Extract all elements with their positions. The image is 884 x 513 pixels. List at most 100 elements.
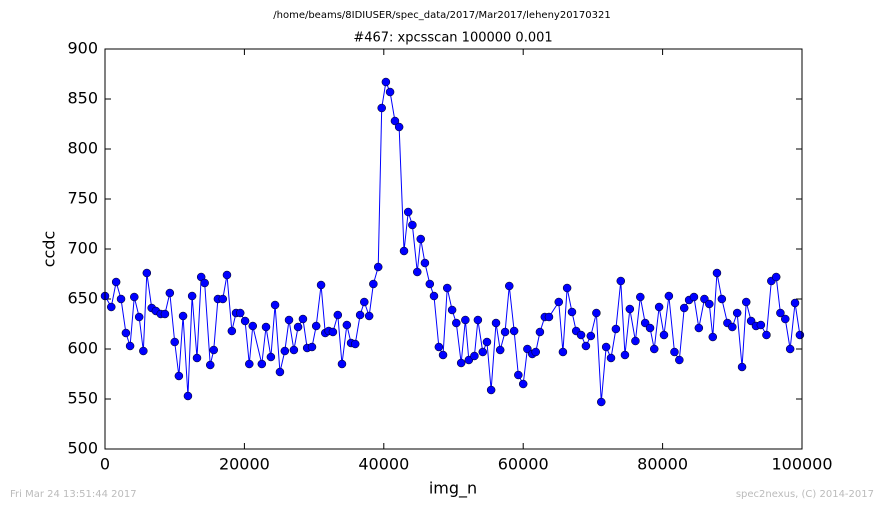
data-point — [620, 350, 630, 360]
data-point — [200, 278, 209, 288]
data-point — [235, 308, 245, 318]
data-point — [293, 322, 303, 332]
data-point — [514, 370, 523, 380]
data-point — [592, 308, 601, 318]
y-tick-label: 550 — [67, 389, 98, 408]
data-point — [394, 122, 404, 132]
data-point — [183, 391, 193, 401]
data-point — [107, 302, 116, 312]
data-point — [385, 87, 395, 97]
data-point — [741, 297, 751, 307]
data-point — [737, 362, 747, 372]
data-point — [307, 342, 317, 352]
data-point — [266, 352, 276, 362]
data-point — [576, 330, 586, 340]
footer-date: Fri Mar 24 13:51:44 2017 — [10, 489, 137, 500]
data-point — [438, 350, 448, 360]
data-point — [473, 315, 483, 325]
data-point — [399, 246, 409, 256]
data-point — [311, 321, 321, 331]
data-point — [111, 277, 121, 287]
data-point — [505, 281, 514, 291]
data-point — [581, 341, 591, 351]
data-point — [245, 359, 254, 369]
data-point — [586, 331, 596, 341]
data-point — [509, 326, 519, 336]
footer-credit: spec2nexus, (C) 2014-2017 — [736, 489, 874, 500]
y-tick-label: 850 — [67, 89, 98, 108]
y-tick-label: 600 — [67, 339, 98, 358]
data-point — [554, 297, 563, 307]
data-point — [165, 288, 175, 298]
data-point — [209, 345, 218, 355]
y-tick-label: 650 — [67, 289, 98, 308]
data-point — [558, 347, 568, 357]
plot-frame — [104, 48, 803, 450]
data-point — [275, 367, 285, 377]
data-point — [142, 268, 152, 278]
data-point — [408, 220, 417, 230]
data-point — [452, 318, 461, 328]
data-point — [425, 279, 435, 289]
data-point — [535, 327, 545, 337]
x-tick-label: 100000 — [771, 455, 832, 474]
data-point — [771, 272, 781, 282]
data-point — [611, 324, 621, 334]
data-point — [795, 330, 805, 340]
data-point — [134, 312, 144, 322]
data-point — [227, 326, 237, 336]
data-point — [160, 309, 170, 319]
data-point — [756, 320, 766, 330]
data-point — [270, 300, 280, 310]
suptitle: /home/beams/8IDIUSER/spec_data/2017/Mar2… — [273, 10, 610, 21]
data-point — [130, 292, 139, 302]
data-point — [732, 308, 742, 318]
data-point — [413, 267, 422, 277]
data-point — [355, 310, 365, 320]
data-point — [261, 322, 271, 332]
data-point — [342, 320, 352, 330]
data-point — [601, 342, 611, 352]
x-tick-label: 60000 — [498, 455, 549, 474]
data-point — [717, 294, 727, 304]
data-point — [447, 305, 457, 315]
plot: 0 20000 40000 60000 80000 100000 500 550 600 650 7… — [67, 39, 832, 474]
data-point — [377, 103, 386, 113]
data-point — [675, 355, 684, 365]
data-point — [205, 360, 215, 370]
data-point — [689, 292, 699, 302]
data-point — [174, 371, 184, 381]
data-point — [364, 311, 374, 321]
data-point — [694, 323, 704, 333]
y-tick-label: 500 — [67, 439, 98, 458]
y-tick-label: 750 — [67, 189, 98, 208]
chart-title: #467: xpcsscan 100000 0.001 — [353, 31, 552, 46]
x-tick-label: 40000 — [358, 455, 409, 474]
data-point — [328, 327, 338, 337]
data-point — [531, 347, 540, 357]
data-point — [597, 397, 606, 407]
data-point — [478, 347, 488, 357]
data-point — [257, 359, 267, 369]
data-point — [280, 346, 290, 356]
data-point — [762, 330, 771, 340]
data-point — [192, 353, 202, 363]
data-point — [289, 345, 299, 355]
y-axis-label: ccdc — [40, 231, 59, 268]
data-point — [416, 234, 425, 244]
data-point — [461, 315, 470, 325]
data-point — [116, 294, 126, 304]
data-point — [381, 77, 391, 87]
data-point — [491, 318, 501, 328]
data-point — [434, 342, 444, 352]
data-point — [679, 303, 689, 313]
data-point — [218, 294, 228, 304]
data-point — [248, 321, 258, 331]
data-point — [373, 262, 383, 272]
x-tick-label: 20000 — [219, 455, 270, 474]
data-point — [456, 358, 466, 368]
data-point — [187, 291, 197, 301]
data-point — [390, 116, 400, 126]
